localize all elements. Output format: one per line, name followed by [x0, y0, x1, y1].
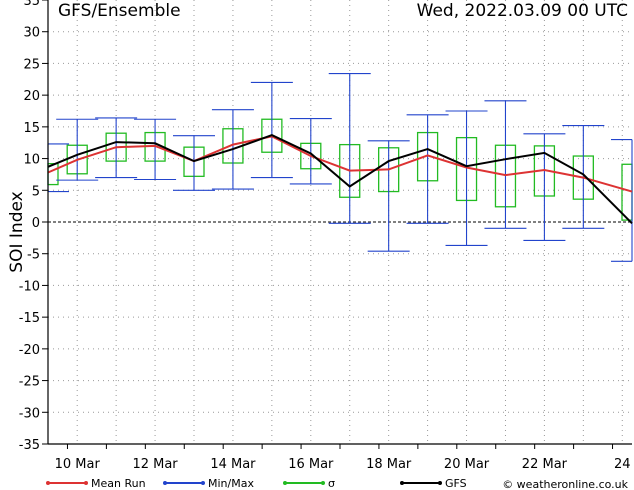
- x-tick-label: 18 Mar: [366, 457, 412, 472]
- y-tick-label: -10: [19, 279, 40, 294]
- mean-run-line: [47, 135, 633, 193]
- y-tick-label: 0: [32, 216, 40, 231]
- x-tick-label: 10 Mar: [55, 457, 101, 472]
- legend-label-sigma: σ: [328, 477, 335, 490]
- chart-title: GFS/Ensemble: [58, 1, 181, 21]
- y-tick-label: -35: [19, 438, 40, 453]
- y-tick-label: -30: [19, 406, 40, 421]
- legend: Mean Run Min/Max σ GFS: [46, 477, 467, 490]
- legend-marker-sigma: [283, 481, 287, 485]
- y-tick-label: 5: [32, 184, 40, 199]
- legend-marker-mean-run: [84, 481, 88, 485]
- y-axis-label: SOI Index: [7, 191, 27, 272]
- grid: [48, 0, 632, 444]
- x-tick-label: 22 Mar: [522, 457, 568, 472]
- y-tick-label: -20: [19, 343, 40, 358]
- y-tick-label: 25: [23, 57, 40, 72]
- y-tick-label: 30: [23, 26, 40, 41]
- legend-marker-gfs: [400, 481, 404, 485]
- series-lines: [47, 134, 633, 225]
- y-tick-label: 10: [23, 153, 40, 168]
- axes: [42, 0, 632, 449]
- credit-text: © weatheronline.co.uk: [502, 478, 628, 490]
- y-tick-label: -5: [27, 248, 40, 263]
- legend-label-gfs: GFS: [445, 477, 467, 490]
- legend-marker-min-max: [163, 481, 167, 485]
- tick-labels: 35 30 25 20 15 10 5 0 -5 -10 -15 -20 -25 -30 -35 10 Mar…: [19, 0, 631, 472]
- y-tick-label: 15: [23, 121, 40, 136]
- x-tick-label: 16 Mar: [288, 457, 334, 472]
- legend-marker-min-max: [201, 481, 205, 485]
- run-date-label: Wed, 2022.03.09 00 UTC: [417, 1, 628, 21]
- legend-marker-sigma: [321, 481, 325, 485]
- legend-label-min-max: Min/Max: [208, 477, 254, 490]
- x-tick-label: 24: [614, 457, 631, 472]
- x-tick-label: 12 Mar: [132, 457, 178, 472]
- y-tick-label: -25: [19, 375, 40, 390]
- x-tick-label: 20 Mar: [444, 457, 490, 472]
- y-tick-label: 20: [23, 89, 40, 104]
- minmax-whiskers: [47, 73, 633, 262]
- x-tick-label: 14 Mar: [210, 457, 256, 472]
- legend-label-mean-run: Mean Run: [91, 477, 146, 490]
- y-tick-label: -15: [19, 311, 40, 326]
- gfs-line: [47, 134, 633, 225]
- y-tick-label: 35: [23, 0, 40, 9]
- legend-marker-mean-run: [46, 481, 50, 485]
- legend-marker-gfs: [438, 481, 442, 485]
